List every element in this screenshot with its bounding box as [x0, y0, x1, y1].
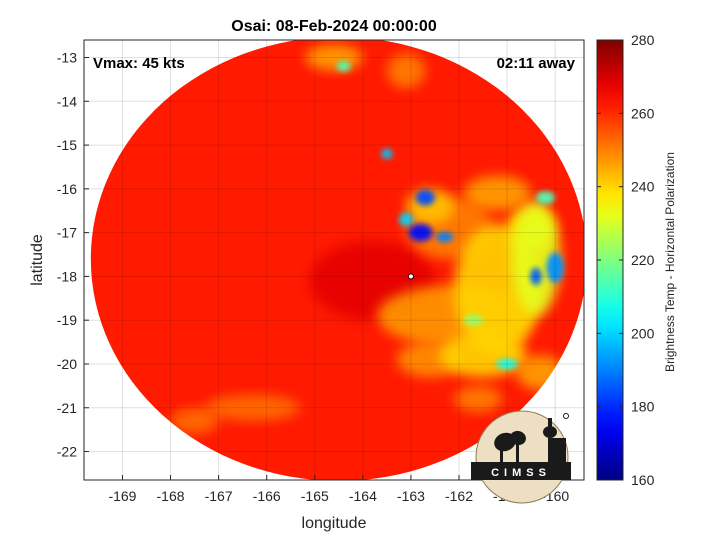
x-tick-label: -169	[108, 488, 136, 504]
colorbar: 280 260 240 220 200 180 160 Brightness Temp - …	[596, 32, 677, 488]
brightness-cell	[204, 394, 301, 421]
colorbar-tick-label: 240	[631, 179, 655, 195]
x-tick-label: -163	[397, 488, 425, 504]
y-tick-label: -16	[57, 181, 77, 197]
center-dot	[408, 273, 414, 280]
y-tick-label: -15	[57, 137, 77, 153]
colorbar-tick-label: 280	[631, 32, 655, 48]
brightness-cell	[463, 314, 484, 326]
colorbar-label: Brightness Temp - Horizontal Polarizatio…	[663, 152, 677, 372]
y-tick-label: -17	[57, 225, 77, 241]
vmax-annotation: Vmax: 45 kts	[93, 55, 185, 72]
y-tick-label: -20	[57, 356, 77, 372]
brightness-cell	[336, 61, 351, 72]
colorbar-tick-label: 160	[631, 472, 655, 488]
cimss-logo: CIMSS	[471, 410, 571, 504]
brightness-cell	[546, 252, 564, 283]
brightness-cell	[435, 231, 454, 243]
x-tick-label: -162	[445, 488, 473, 504]
x-tick-label: -167	[205, 488, 233, 504]
y-tick-label: -14	[57, 93, 77, 109]
brightness-cell	[381, 148, 393, 160]
y-axis-label: latitude	[29, 234, 46, 286]
x-tick-label: -166	[253, 488, 281, 504]
brightness-cell	[439, 333, 527, 378]
brightness-cell	[408, 223, 433, 242]
colorbar-tick-label: 220	[631, 252, 655, 268]
brightness-cell	[398, 212, 414, 227]
axes-frame	[83, 39, 585, 481]
brightness-cell	[170, 407, 219, 435]
y-axis: -13 -14 -15 -16 -17 -18 -19 -20 -21 -22	[57, 50, 89, 460]
colorbar-gradient	[596, 39, 624, 481]
brightness-cell	[496, 358, 518, 370]
y-tick-label: -13	[57, 50, 77, 66]
colorbar-tick-label: 180	[631, 399, 655, 415]
x-tick-label: -165	[301, 488, 329, 504]
brightness-cell	[530, 267, 542, 286]
colorbar-tick-label: 200	[631, 325, 655, 341]
y-tick-label: -19	[57, 312, 77, 328]
time-away-annotation: 02:11 away	[497, 55, 576, 72]
logo-text: CIMSS	[491, 467, 551, 479]
brightness-cell	[386, 53, 426, 89]
x-tick-label: -164	[349, 488, 377, 504]
chart-title: Osai: 08-Feb-2024 00:00:00	[231, 18, 437, 35]
colorbar-tick-label: 260	[631, 105, 655, 121]
brightness-cell	[454, 385, 503, 413]
brightness-cell	[511, 201, 560, 316]
y-tick-label: -18	[57, 268, 77, 284]
x-axis-label: longitude	[302, 515, 367, 532]
y-tick-label: -22	[57, 444, 77, 460]
brightness-cell	[415, 189, 435, 206]
y-tick-label: -21	[57, 400, 77, 416]
storm-center-marker	[408, 273, 414, 280]
colorbar-ticks: 280 260 240 220 200 180 160	[597, 32, 655, 488]
brightness-cell	[463, 175, 532, 211]
x-tick-label: -168	[157, 488, 185, 504]
brightness-cell	[535, 191, 556, 205]
grid-lines	[84, 40, 584, 480]
